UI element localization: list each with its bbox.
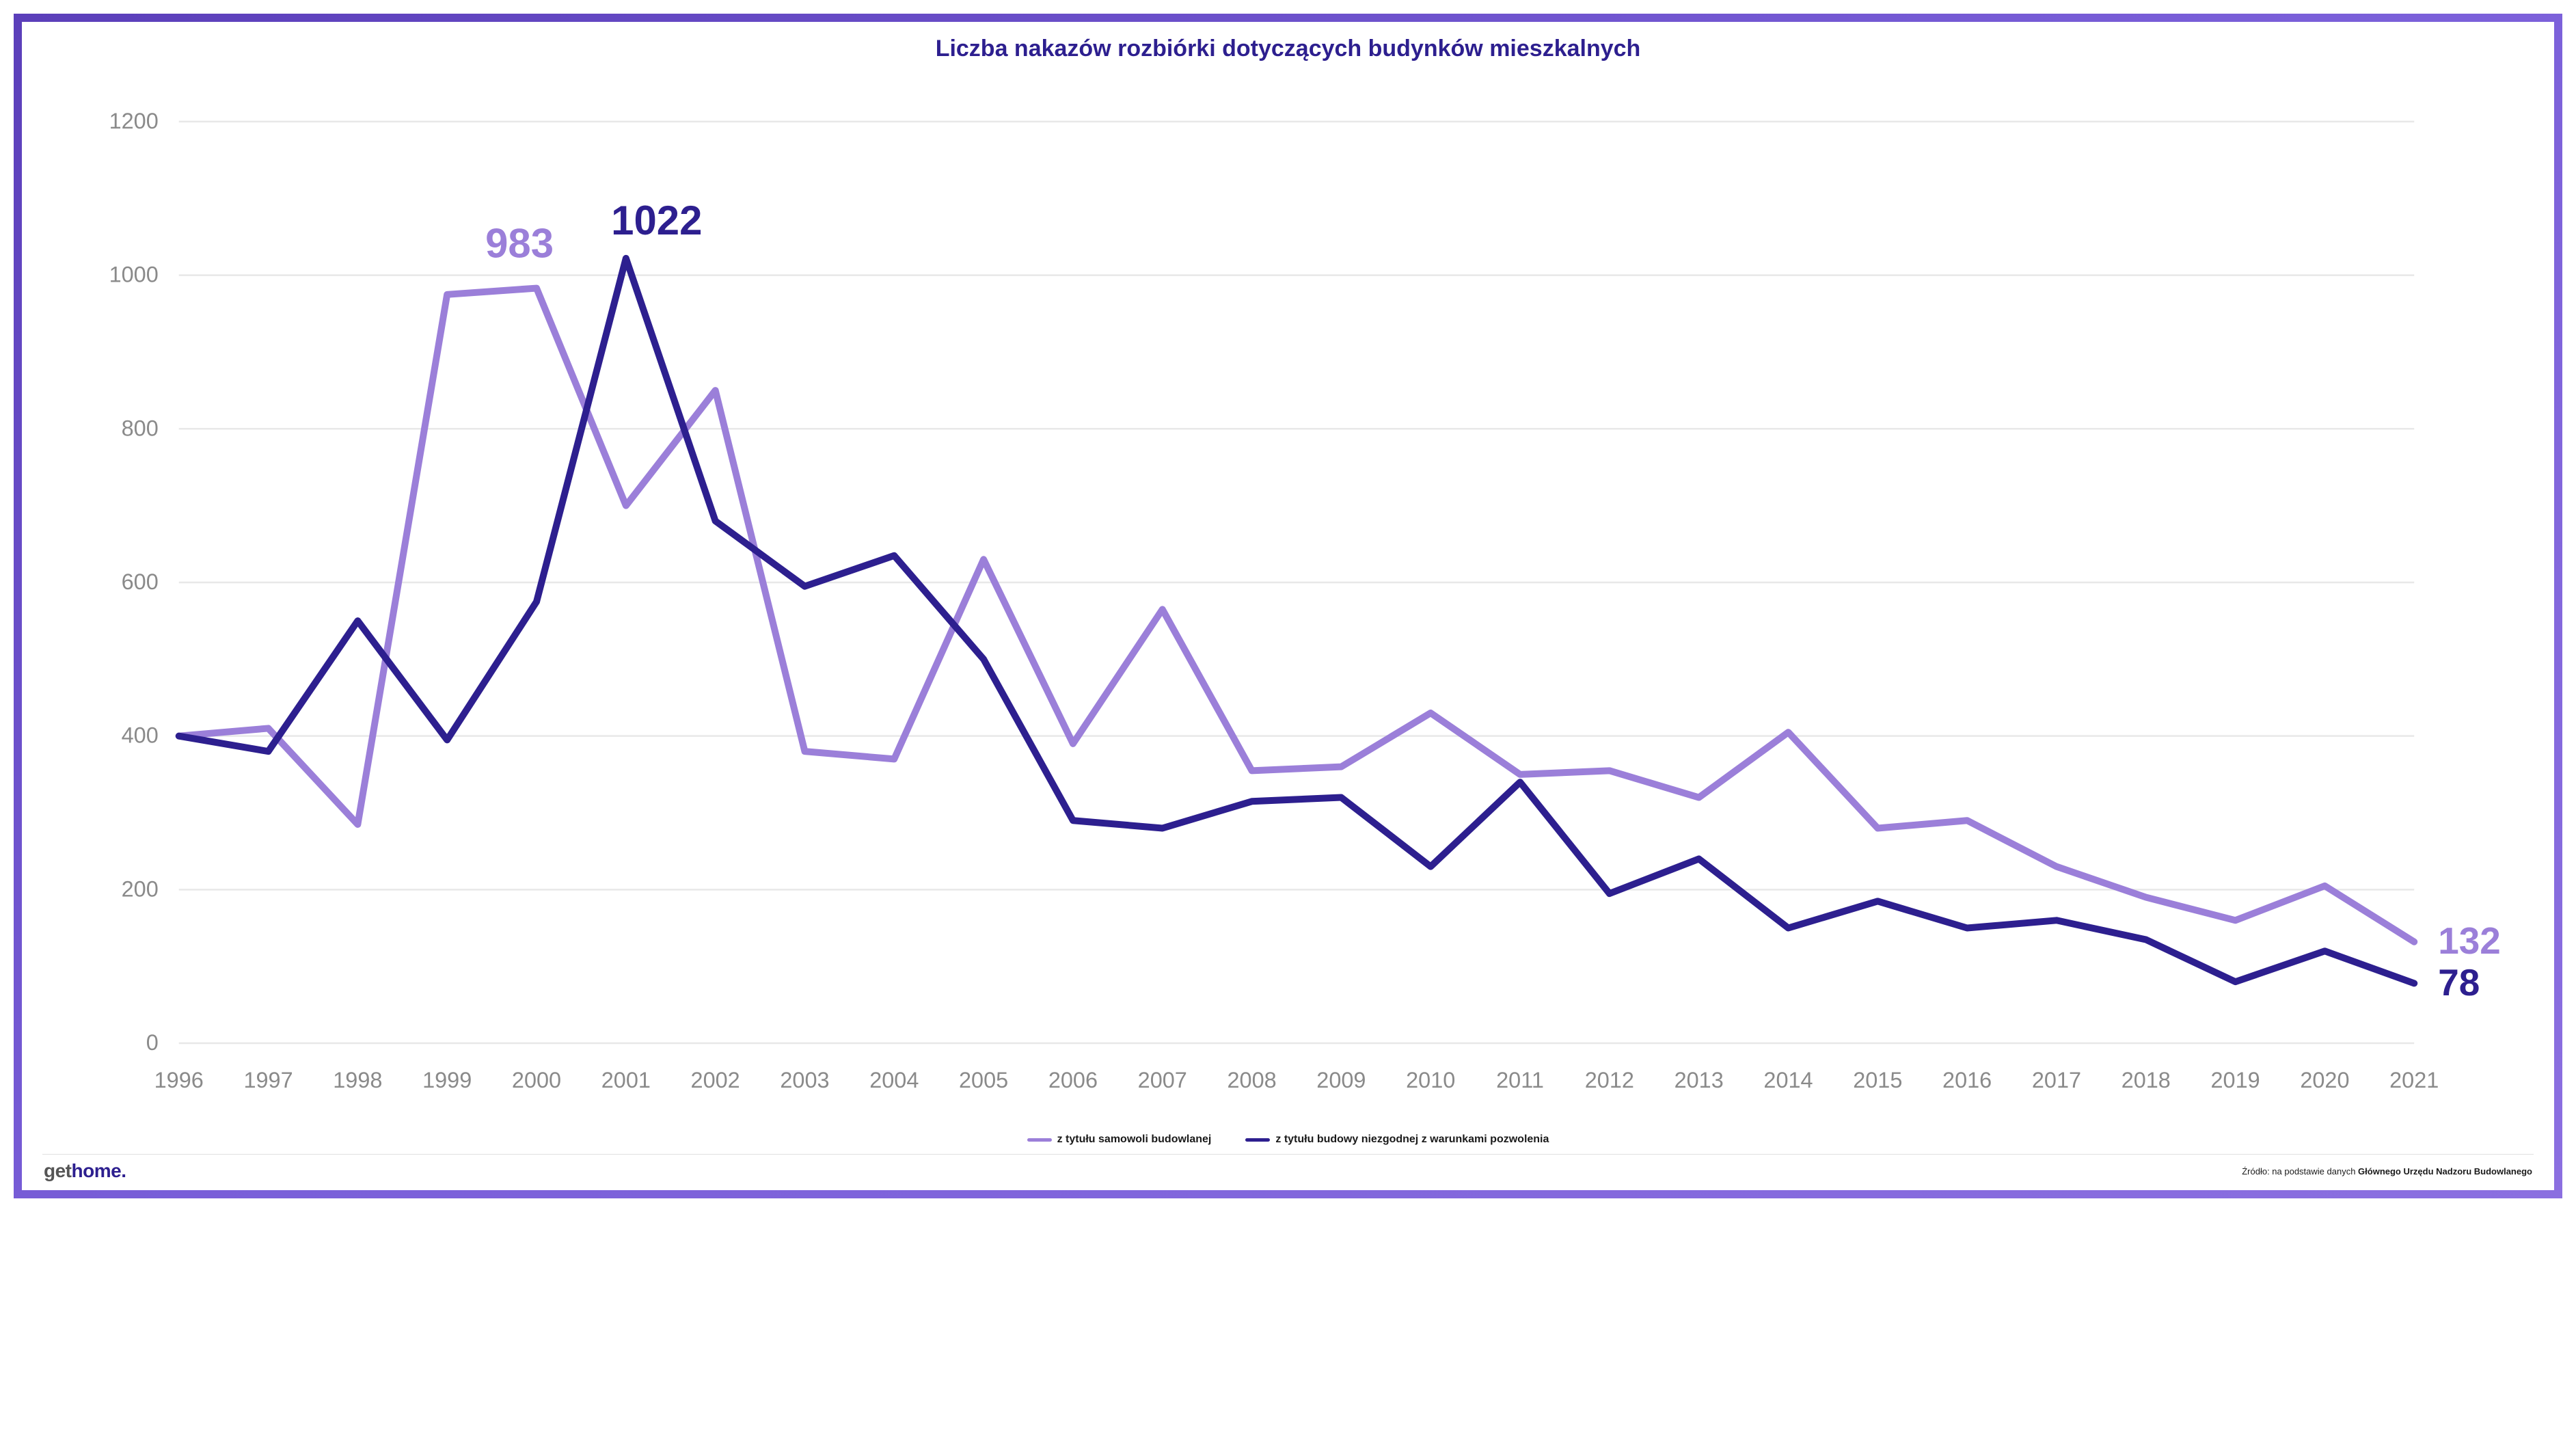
brand-logo: gethome. [44,1160,126,1182]
svg-text:2009: 2009 [1316,1067,1366,1092]
chart-frame: Liczba nakazów rozbiórki dotyczących bud… [14,14,2562,1198]
svg-text:2016: 2016 [1942,1067,1992,1092]
logo-main: home [72,1160,122,1181]
svg-text:132: 132 [2438,919,2501,962]
footer: gethome. Źródło: na podstawie danych Głó… [42,1155,2534,1185]
chart-inner: Liczba nakazów rozbiórki dotyczących bud… [22,22,2554,1190]
svg-text:2019: 2019 [2211,1067,2260,1092]
source-bold: Głównego Urzędu Nadzoru Budowlanego [2358,1166,2532,1176]
svg-text:1999: 1999 [422,1067,472,1092]
svg-text:1022: 1022 [611,197,702,243]
svg-text:78: 78 [2438,960,2480,1003]
svg-text:2011: 2011 [1496,1067,1544,1092]
svg-text:2018: 2018 [2121,1067,2171,1092]
svg-text:1998: 1998 [333,1067,382,1092]
svg-text:1996: 1996 [154,1067,204,1092]
chart-area: 0 200 400 600 800 1000 1200 1996 1997 1998 1999 200… [42,70,2534,1129]
svg-text:2002: 2002 [691,1067,740,1092]
svg-text:2003: 2003 [780,1067,829,1092]
svg-text:2010: 2010 [1406,1067,1455,1092]
svg-text:2014: 2014 [1763,1067,1813,1092]
svg-text:600: 600 [122,569,159,593]
svg-text:2001: 2001 [601,1067,651,1092]
svg-text:2017: 2017 [2032,1067,2081,1092]
svg-text:983: 983 [485,220,554,266]
legend-label-2: z tytułu budowy niezgodnej z warunkami p… [1275,1133,1549,1146]
svg-text:0: 0 [146,1030,159,1055]
svg-text:2006: 2006 [1048,1067,1098,1092]
legend-swatch-1 [1027,1138,1052,1142]
legend-item-2: z tytułu budowy niezgodnej z warunkami p… [1245,1133,1549,1146]
legend: z tytułu samowoli budowlanej z tytułu bu… [42,1128,2534,1155]
legend-label-1: z tytułu samowoli budowlanej [1057,1133,1212,1146]
svg-text:1000: 1000 [109,262,159,286]
source-prefix: Źródło: na podstawie danych [2242,1166,2358,1176]
svg-text:2015: 2015 [1853,1067,1902,1092]
chart-title: Liczba nakazów rozbiórki dotyczących bud… [42,34,2534,64]
svg-text:2020: 2020 [2300,1067,2349,1092]
svg-text:2021: 2021 [2389,1067,2439,1092]
svg-text:2004: 2004 [869,1067,919,1092]
legend-item-1: z tytułu samowoli budowlanej [1027,1133,1212,1146]
svg-text:2008: 2008 [1227,1067,1276,1092]
svg-text:1997: 1997 [243,1067,293,1092]
svg-text:2012: 2012 [1585,1067,1634,1092]
svg-text:2005: 2005 [959,1067,1008,1092]
svg-text:2007: 2007 [1138,1067,1187,1092]
legend-swatch-2 [1245,1138,1270,1142]
source-text: Źródło: na podstawie danych Głównego Urz… [2242,1166,2532,1176]
svg-text:200: 200 [122,876,159,901]
svg-text:2013: 2013 [1675,1067,1724,1092]
logo-suffix: . [121,1160,126,1181]
svg-text:1200: 1200 [109,108,159,133]
logo-prefix: get [44,1160,72,1181]
svg-text:2000: 2000 [512,1067,561,1092]
svg-text:400: 400 [122,723,159,747]
svg-text:800: 800 [122,416,159,440]
line-chart-svg: 0 200 400 600 800 1000 1200 1996 1997 1998 1999 200… [42,70,2534,1129]
